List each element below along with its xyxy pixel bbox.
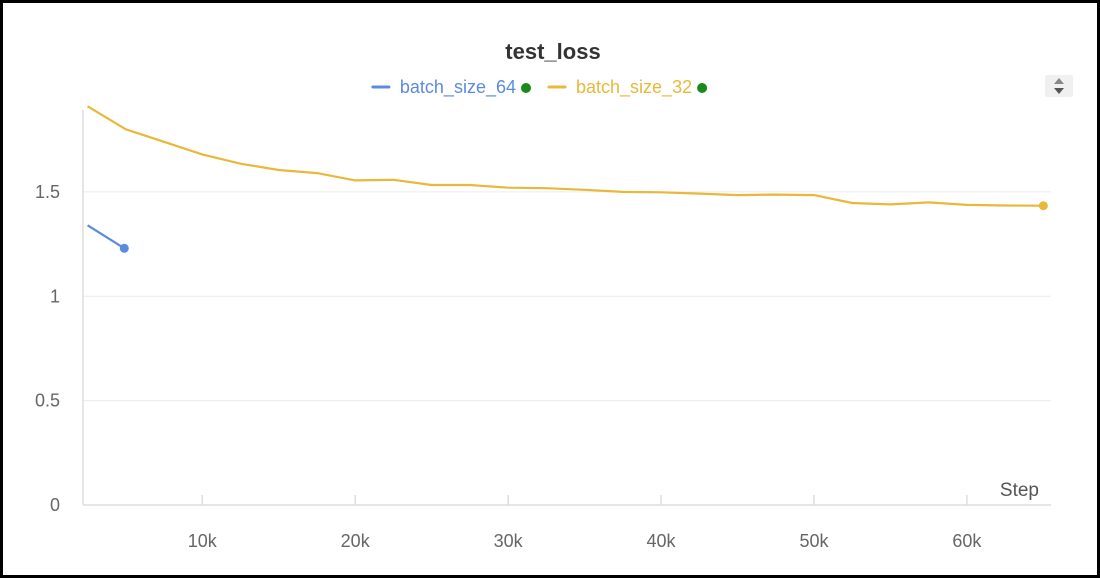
series-batch-size-32 — [87, 105, 1048, 211]
series-line — [87, 105, 1044, 207]
series-batch-size-64 — [87, 224, 129, 253]
y-tick-label: 1 — [50, 286, 60, 306]
y-tick-label: 1.5 — [35, 182, 60, 202]
x-tick-label: 20k — [341, 531, 371, 551]
sort-toggle-icon[interactable] — [1045, 75, 1073, 97]
x-tick-label: 40k — [647, 531, 677, 551]
status-dot-icon — [697, 83, 708, 93]
grid — [83, 191, 1051, 402]
y-tick-label: 0.5 — [35, 391, 60, 411]
chart: test_loss batch_size_64 batch_size_32 0 0.… — [35, 39, 1073, 551]
legend-label: batch_size_64 — [400, 77, 516, 98]
y-tick-label: 0 — [50, 495, 60, 515]
x-tick-label: 10k — [188, 531, 218, 551]
x-tick-label: 50k — [799, 531, 829, 551]
legend-item-batch-size-64[interactable]: batch_size_64 — [371, 77, 531, 98]
x-tick-label: 30k — [494, 531, 524, 551]
chart-title: test_loss — [505, 39, 600, 64]
x-axis-title: Step — [1000, 480, 1039, 501]
y-axis-ticks: 0 0.5 1 1.5 — [35, 182, 60, 515]
status-dot-icon — [520, 83, 531, 93]
legend-label: batch_size_32 — [576, 77, 692, 98]
series-end-point — [1038, 201, 1048, 211]
series-line — [87, 224, 125, 250]
x-axis-ticks: 10k 20k 30k 40k 50k 60k — [188, 495, 982, 551]
legend[interactable]: batch_size_64 batch_size_32 — [371, 77, 708, 98]
series-end-point — [119, 243, 129, 253]
x-tick-label: 60k — [952, 531, 982, 551]
series-layer — [87, 105, 1048, 253]
legend-item-batch-size-32[interactable]: batch_size_32 — [547, 77, 708, 98]
axes — [82, 110, 1051, 506]
